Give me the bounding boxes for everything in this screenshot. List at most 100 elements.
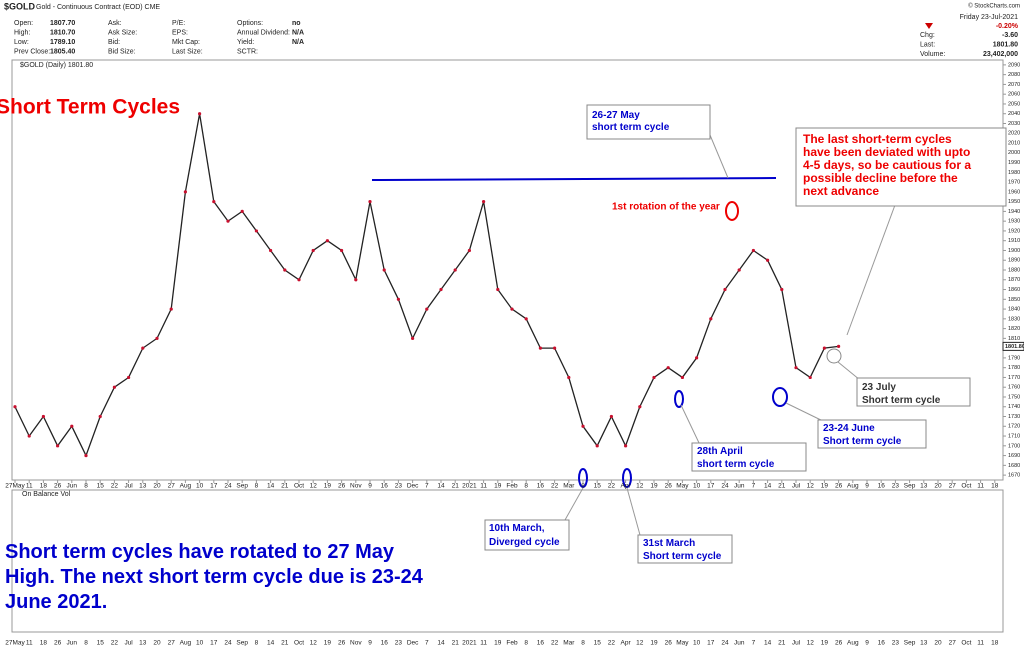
x-tick-label: Oct bbox=[294, 640, 304, 647]
price-point bbox=[624, 444, 628, 448]
price-point bbox=[581, 424, 585, 428]
x-tick-label: 24 bbox=[721, 483, 729, 490]
price-point bbox=[325, 239, 329, 243]
y-tick-label: 1670 bbox=[1008, 473, 1020, 479]
x-tick-label: 8 bbox=[255, 483, 259, 490]
callout-pointers bbox=[564, 134, 896, 536]
x-tick-label: 7 bbox=[752, 640, 756, 647]
x-tick-label: 16 bbox=[878, 483, 886, 490]
price-point bbox=[496, 287, 500, 292]
price-point bbox=[240, 209, 244, 213]
annotation: 26-27 May short term cycle bbox=[592, 110, 670, 133]
x-tick-label: Sep bbox=[236, 483, 248, 490]
x-tick-label: 22 bbox=[608, 640, 616, 647]
y-tick-label: 1730 bbox=[1008, 414, 1020, 420]
text-line: 10th March, bbox=[489, 523, 545, 534]
x-tick-label: Nov bbox=[350, 483, 362, 490]
x-tick-label: 21 bbox=[778, 640, 786, 647]
instrument-name: Gold - Continuous Contract (EOD) CME bbox=[36, 4, 160, 11]
y-tick-label: 2040 bbox=[1008, 111, 1020, 117]
price-point bbox=[169, 307, 173, 311]
cycle-circle bbox=[826, 348, 842, 364]
callout-box bbox=[795, 127, 1007, 207]
annotation: 28th April short term cycle bbox=[697, 446, 775, 470]
y-tick-label: 1740 bbox=[1008, 404, 1020, 410]
x-tick-label: Nov bbox=[350, 640, 362, 647]
x-tick-label: 19 bbox=[324, 640, 332, 647]
x-tick-label: 20 bbox=[153, 640, 161, 647]
info-label: Open: bbox=[14, 20, 33, 27]
price-point bbox=[751, 248, 756, 253]
x-tick-label: 20 bbox=[153, 483, 161, 490]
x-tick-label: 26 bbox=[338, 483, 346, 490]
x-tick-label: Sep bbox=[236, 640, 248, 647]
x-tick-label: 19 bbox=[650, 483, 658, 490]
x-tick-label: 27May bbox=[5, 483, 25, 490]
text-line: Short term cycles have rotated to 27 May bbox=[5, 541, 395, 563]
x-tick-label: 15 bbox=[594, 640, 602, 647]
x-tick-label: 22 bbox=[608, 483, 616, 490]
price-point bbox=[482, 200, 486, 204]
text-line: June 2021. bbox=[5, 591, 107, 613]
x-tick-label: 19 bbox=[494, 483, 502, 490]
y-tick-label: 1980 bbox=[1008, 170, 1020, 176]
x-tick-label: 19 bbox=[650, 640, 658, 647]
obv-legend: On Balance Vol bbox=[22, 491, 71, 498]
x-tick-label: Sep bbox=[904, 483, 916, 490]
annotation: 1st rotation of the year bbox=[612, 202, 720, 213]
x-tick-label: Jul bbox=[124, 640, 133, 647]
cycle-ellipse bbox=[578, 468, 588, 488]
x-tick-label: 11 bbox=[480, 483, 487, 490]
x-tick-label: 22 bbox=[551, 640, 559, 647]
x-tick-label: 9 bbox=[865, 640, 869, 647]
y-tick-label: 2000 bbox=[1008, 150, 1020, 156]
x-tick-label: Apr bbox=[621, 640, 632, 647]
y-tick-label: 1920 bbox=[1008, 228, 1020, 234]
x-tick-label: 7 bbox=[425, 640, 429, 647]
x-tick-label: 8 bbox=[581, 483, 585, 490]
price-point bbox=[453, 268, 457, 272]
price-point bbox=[780, 287, 784, 292]
x-tick-label: 17 bbox=[210, 640, 218, 647]
price-point bbox=[723, 287, 727, 292]
footnote: Short term cycles have rotated to 27 May… bbox=[5, 541, 424, 613]
price-point bbox=[510, 307, 514, 311]
y-tick-label: 1930 bbox=[1008, 219, 1020, 225]
x-tick-label: 12 bbox=[310, 640, 318, 647]
last-price-tag bbox=[1002, 341, 1024, 351]
annotation: 23-24 June Short term cycle bbox=[823, 423, 902, 447]
x-tick-label: 9 bbox=[368, 640, 372, 647]
text-line: 23 July bbox=[862, 382, 896, 393]
x-tick-label: 13 bbox=[139, 483, 147, 490]
y-tick-label: 1780 bbox=[1008, 365, 1020, 371]
info-label: Bid: bbox=[108, 39, 120, 46]
x-tick-label: 11 bbox=[26, 483, 33, 490]
text-line: Diverged cycle bbox=[489, 537, 560, 548]
price-point bbox=[538, 346, 543, 350]
credit: © StockCharts.com bbox=[968, 3, 1020, 10]
x-tick-label: 18 bbox=[991, 640, 999, 647]
price-point bbox=[638, 405, 642, 409]
price-point bbox=[837, 344, 841, 348]
price-point bbox=[70, 424, 74, 428]
x-tick-label: 26 bbox=[835, 483, 843, 490]
info-label: Prev Close: bbox=[14, 48, 50, 55]
price-point bbox=[254, 229, 258, 233]
x-tick-label: 26 bbox=[835, 640, 843, 647]
info-label: SCTR: bbox=[237, 48, 258, 55]
price-point bbox=[709, 317, 713, 321]
y-tick-label: 2080 bbox=[1008, 72, 1020, 78]
price-point bbox=[269, 248, 273, 253]
info-label: Ask Size: bbox=[108, 29, 137, 36]
x-tick-label: 8 bbox=[581, 640, 585, 647]
x-tick-label: May bbox=[676, 483, 689, 490]
x-tick-label: 9 bbox=[865, 483, 869, 490]
x-tick-label: 26 bbox=[54, 483, 62, 490]
down-arrow bbox=[925, 23, 933, 29]
x-tick-label: 11 bbox=[977, 483, 984, 490]
x-tick-label: 19 bbox=[821, 640, 829, 647]
x-tick-label: 18 bbox=[991, 483, 999, 490]
x-tick-label: 14 bbox=[437, 640, 445, 647]
x-tick-label: 11 bbox=[26, 640, 33, 647]
